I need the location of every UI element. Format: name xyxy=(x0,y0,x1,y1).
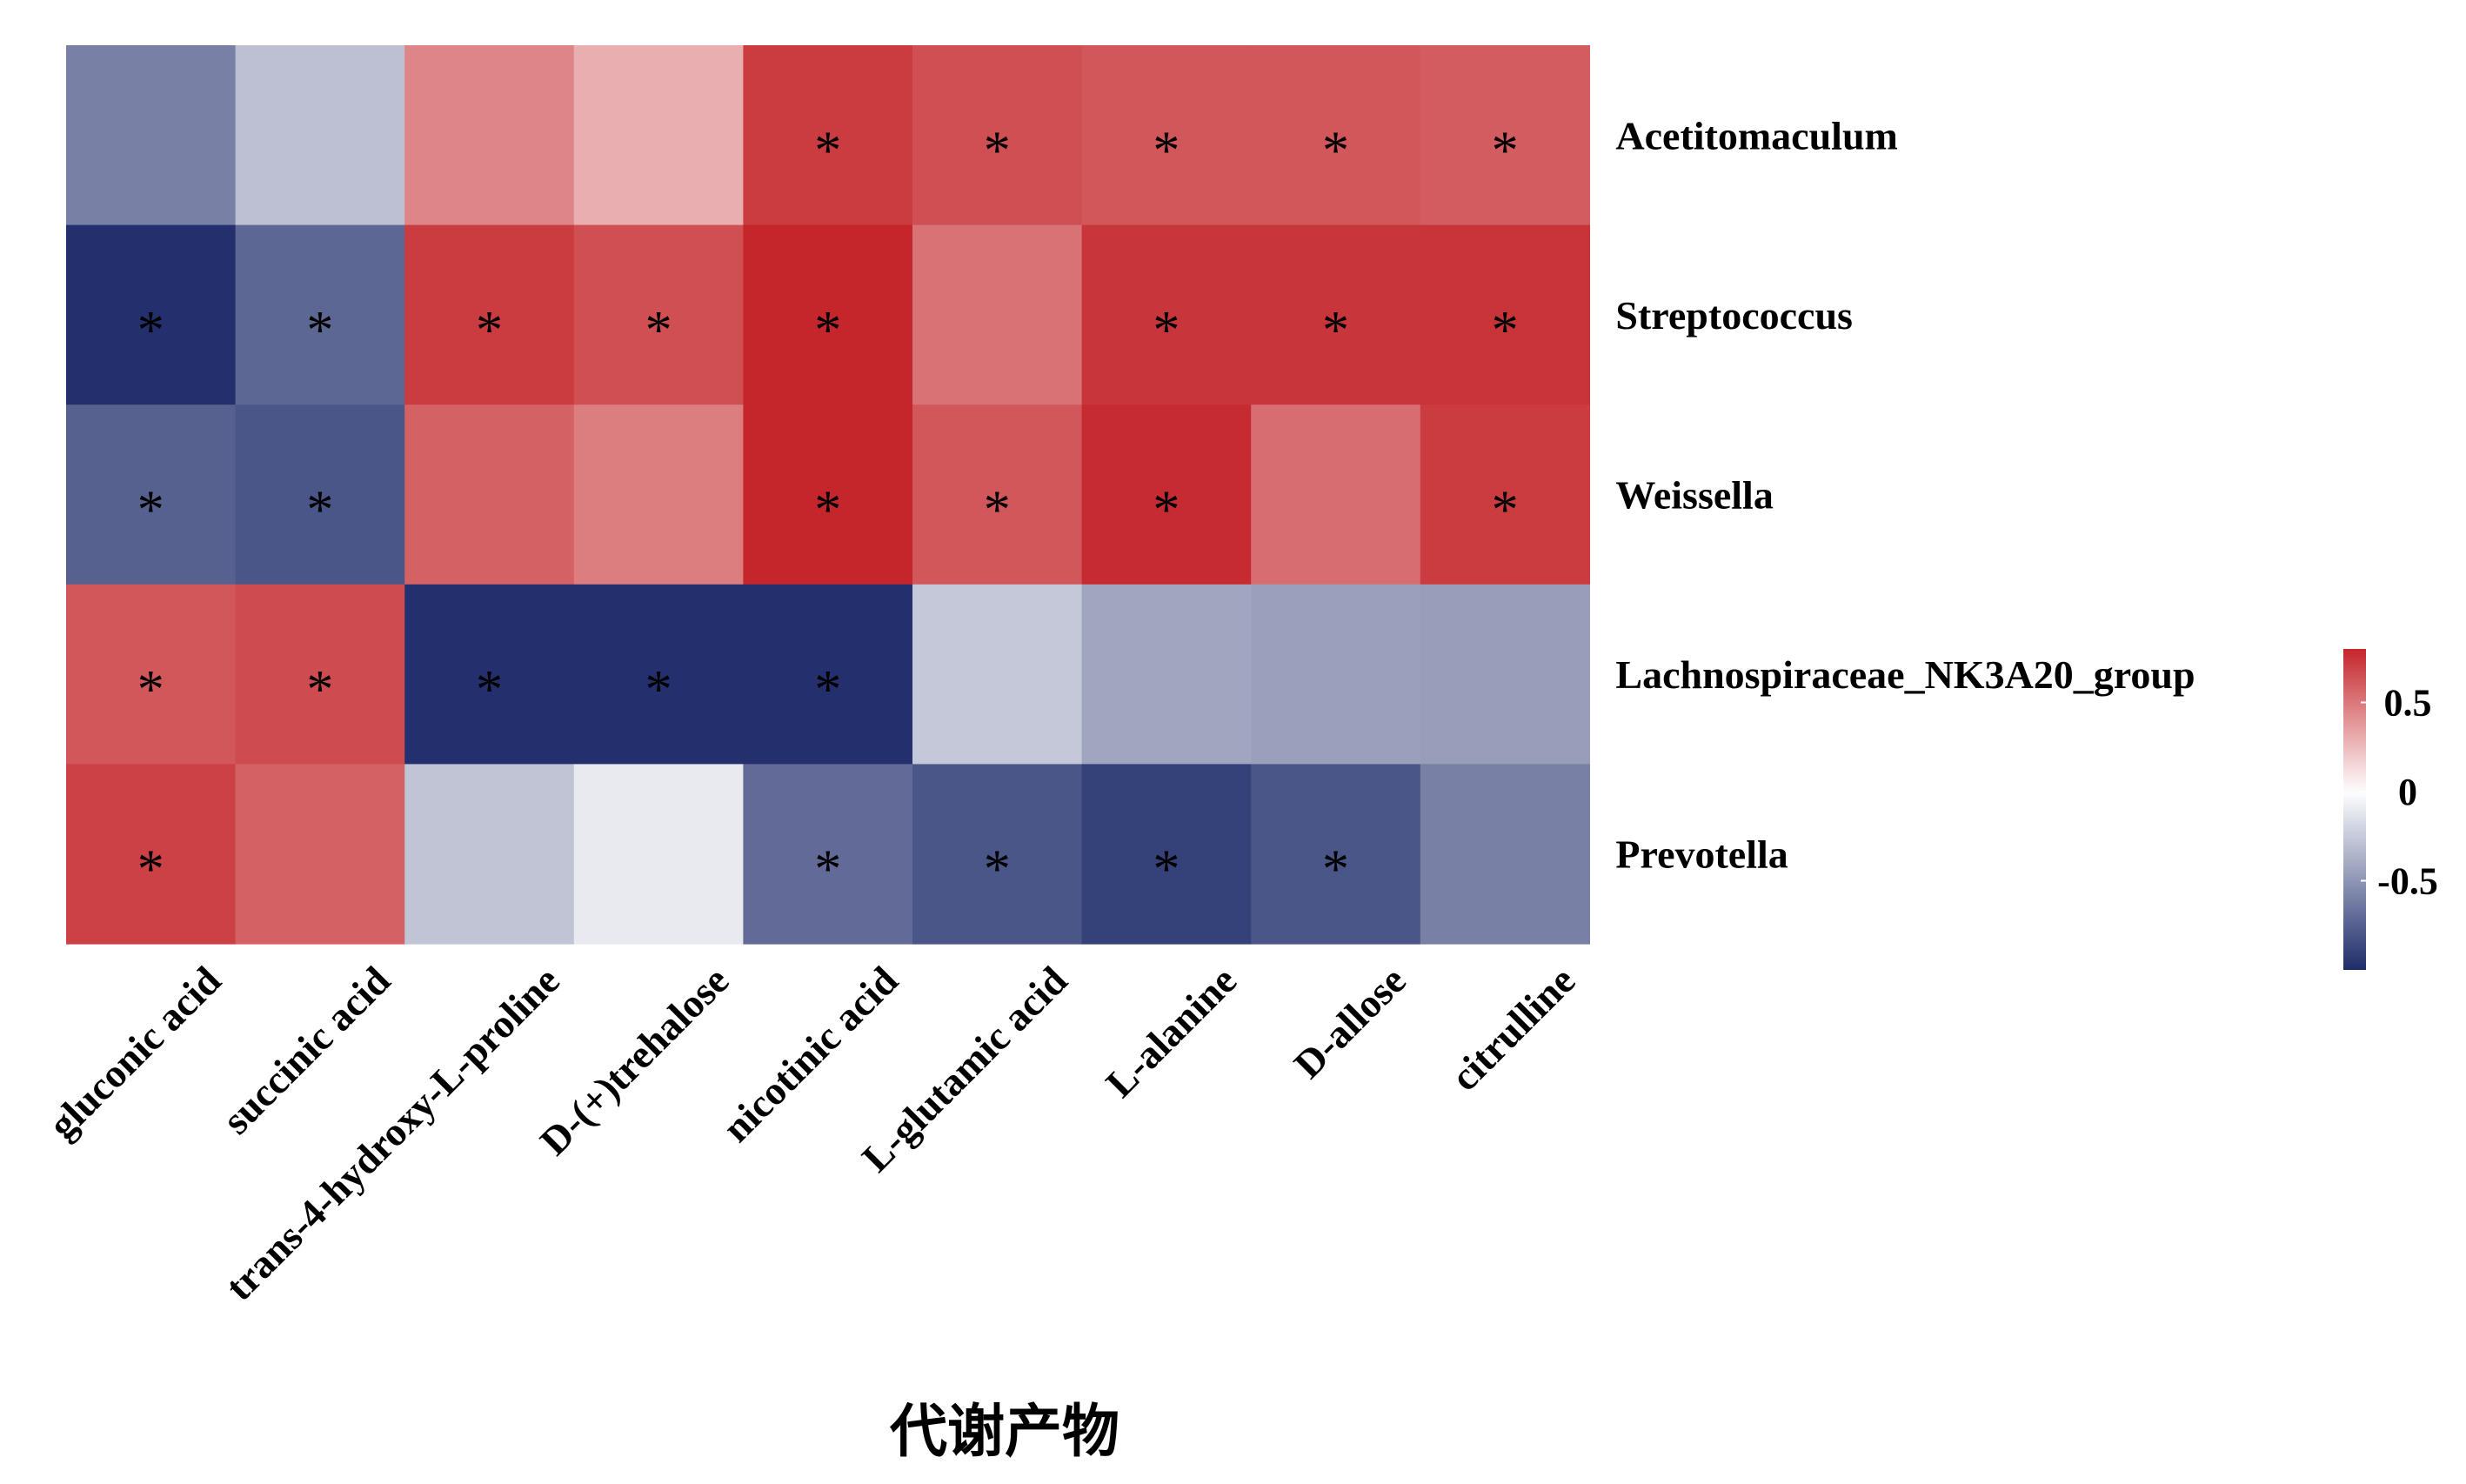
significance-star: * xyxy=(1153,301,1180,360)
column-label: gluconic acid xyxy=(40,958,230,1147)
heatmap-cell xyxy=(235,45,405,226)
heatmap-cell xyxy=(912,224,1083,405)
heatmap-cell xyxy=(1420,45,1590,226)
significance-star: * xyxy=(1153,840,1180,899)
significance-star: * xyxy=(645,301,672,360)
heatmap-cell xyxy=(1420,764,1590,945)
heatmap-cell xyxy=(404,404,575,585)
significance-star: * xyxy=(476,660,503,719)
heatmap-cell xyxy=(1251,764,1421,945)
column-label: trans-4-hydroxy-L-proline xyxy=(217,958,568,1309)
heatmap-cell xyxy=(1081,764,1252,945)
heatmap-cell xyxy=(912,584,1083,765)
significance-star: * xyxy=(1492,121,1519,180)
heatmap-cell xyxy=(573,45,744,226)
significance-star: * xyxy=(814,481,841,540)
significance-star: * xyxy=(1322,840,1349,899)
significance-star: * xyxy=(306,660,333,719)
row-label: Acetitomaculum xyxy=(1615,113,1897,157)
significance-star: * xyxy=(476,301,503,360)
heatmap-cell xyxy=(404,764,575,945)
significance-star: * xyxy=(1322,301,1349,360)
color-legend-bar xyxy=(2343,649,2366,970)
heatmap-cells xyxy=(66,45,1590,945)
heatmap-cell xyxy=(235,224,405,405)
significance-star: * xyxy=(1153,481,1180,540)
row-label: Weissella xyxy=(1615,473,1773,518)
significance-star: * xyxy=(137,840,164,899)
column-label: citrulline xyxy=(1442,958,1584,1100)
heatmap-cell xyxy=(1081,224,1252,405)
heatmap-cell xyxy=(912,764,1083,945)
significance-star: * xyxy=(1322,121,1349,180)
heatmap-cell xyxy=(743,45,913,226)
significance-star: * xyxy=(137,660,164,719)
heatmap-cell xyxy=(66,45,237,226)
heatmap-cell xyxy=(404,584,575,765)
heatmap-cell xyxy=(235,584,405,765)
heatmap-cell xyxy=(1420,584,1590,765)
legend-tick-label: 0.5 xyxy=(2384,682,2432,725)
heatmap-cell xyxy=(235,404,405,585)
column-label: D-allose xyxy=(1286,958,1414,1086)
heatmap-cell xyxy=(404,224,575,405)
heatmap-cell xyxy=(1081,404,1252,585)
significance-star: * xyxy=(984,481,1011,540)
significance-star: * xyxy=(306,301,333,360)
heatmap-cell xyxy=(573,404,744,585)
significance-star: * xyxy=(814,301,841,360)
heatmap-cell xyxy=(743,224,913,405)
significance-star: * xyxy=(306,481,333,540)
significance-star: * xyxy=(645,660,672,719)
column-label: L-alanine xyxy=(1097,958,1245,1106)
heatmap-cell xyxy=(912,45,1083,226)
row-label: Lachnospiraceae_NK3A20_group xyxy=(1615,652,2195,697)
heatmap-cell xyxy=(1420,404,1590,585)
heatmap-cell xyxy=(1251,584,1421,765)
heatmap-cell xyxy=(743,404,913,585)
heatmap-cell xyxy=(912,404,1083,585)
heatmap-cell xyxy=(743,764,913,945)
heatmap-cell xyxy=(404,45,575,226)
significance-star: * xyxy=(1492,481,1519,540)
heatmap-cell xyxy=(573,764,744,945)
heatmap-cell xyxy=(1420,224,1590,405)
legend-tick-label: 0 xyxy=(2398,771,2417,813)
significance-star: * xyxy=(984,121,1011,180)
heatmap-cell xyxy=(1251,404,1421,585)
heatmap-cell xyxy=(66,584,237,765)
heatmap-cell xyxy=(1251,224,1421,405)
heatmap-cell xyxy=(66,404,237,585)
significance-star: * xyxy=(984,840,1011,899)
heatmap-cell xyxy=(66,764,237,945)
x-axis-title: 代谢产物 xyxy=(889,1398,1119,1465)
significance-star: * xyxy=(814,121,841,180)
heatmap-cell xyxy=(1081,45,1252,226)
significance-markers: * * * * * * * * * * * * * * * * * * * * * * * * * * * * * xyxy=(137,121,1519,899)
color-legend: 0.5 0 -0.5 xyxy=(2343,649,2438,970)
legend-tick-label: -0.5 xyxy=(2377,860,2438,903)
heatmap-cell xyxy=(743,584,913,765)
row-labels: Acetitomaculum Streptococcus Weissella Lach… xyxy=(1615,113,2195,876)
heatmap-cell xyxy=(66,224,237,405)
heatmap-cell xyxy=(1251,45,1421,226)
heatmap-cell xyxy=(235,764,405,945)
significance-star: * xyxy=(137,481,164,540)
row-label: Prevotella xyxy=(1615,832,1788,877)
column-label: nicotinic acid xyxy=(714,958,907,1151)
significance-star: * xyxy=(1153,121,1180,180)
row-label: Streptococcus xyxy=(1615,293,1853,338)
heatmap-cell xyxy=(1081,584,1252,765)
heatmap-cell xyxy=(573,224,744,405)
significance-star: * xyxy=(814,660,841,719)
significance-star: * xyxy=(137,301,164,360)
significance-star: * xyxy=(1492,301,1519,360)
column-label: succinic acid xyxy=(214,958,399,1143)
significance-star: * xyxy=(814,840,841,899)
heatmap-cell xyxy=(573,584,744,765)
